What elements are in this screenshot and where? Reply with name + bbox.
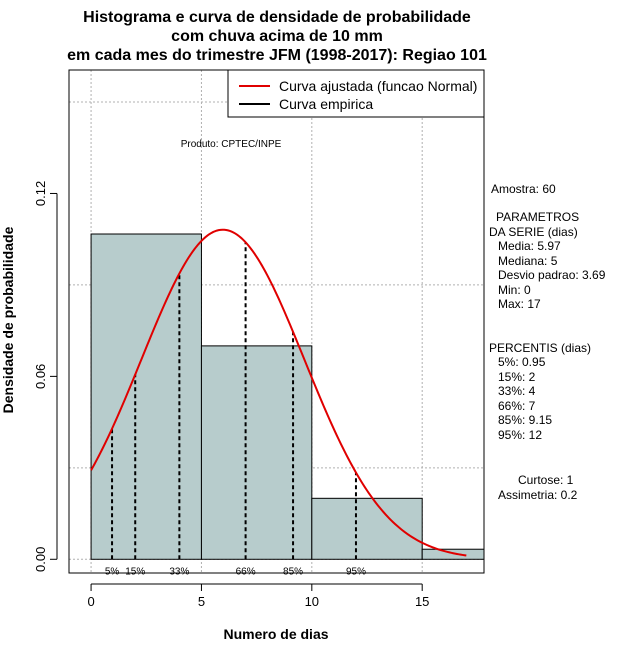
histogram-bar-0 <box>90 233 202 560</box>
percentile-15: 15%: 2 <box>498 370 536 384</box>
percentile-label-3: 66% <box>236 566 256 577</box>
x-tick-label-0: 0 <box>87 594 94 609</box>
percentile-5: 5%: 0.95 <box>498 355 546 369</box>
legend-label-empirical: Curva empirica <box>279 96 373 112</box>
stat-std-dev: Desvio padrao: 3.69 <box>498 268 606 282</box>
histogram-bar-1 <box>200 345 313 560</box>
statistics-panel: Amostra: 60 PARAMETROS DA SERIE (dias) M… <box>489 182 606 502</box>
percentile-66: 66%: 7 <box>498 399 536 413</box>
percentiles-title: PERCENTIS (dias) <box>489 341 591 355</box>
percentile-label-2: 33% <box>169 566 189 577</box>
x-axis: 0 5 10 15 <box>87 583 429 609</box>
histogram-bar-2 <box>311 497 423 560</box>
legend-label-fitted: Curva ajustada (funcao Normal) <box>279 78 477 94</box>
credit-text: Produto: CPTEC/INPE <box>181 139 282 150</box>
parameters-title-1: PARAMETROS <box>496 210 579 224</box>
y-tick-label-0: 0.00 <box>33 547 48 572</box>
stat-mean: Media: 5.97 <box>498 239 561 253</box>
stat-median: Mediana: 5 <box>498 254 558 268</box>
chart-title-line-3: em cada mes do trimestre JFM (1998-2017)… <box>67 47 487 64</box>
stat-max: Max: 17 <box>498 297 541 311</box>
x-tick-label-3: 15 <box>415 594 429 609</box>
percentile-label-1: 15% <box>125 566 145 577</box>
y-axis-title: Densidade de probabilidade <box>0 226 16 413</box>
kurtosis: Curtose: 1 <box>518 473 574 487</box>
percentile-label-4: 85% <box>283 566 303 577</box>
percentile-label-0: 5% <box>105 566 120 577</box>
percentile-33: 33%: 4 <box>498 384 536 398</box>
percentile-label-5: 95% <box>346 566 366 577</box>
x-axis-title: Numero de dias <box>223 626 328 642</box>
chart-title-line-2: com chuva acima de 10 mm <box>171 28 383 45</box>
percentile-85: 85%: 9.15 <box>498 413 552 427</box>
histogram-bar-3 <box>421 548 485 560</box>
percentile-lines-layer <box>111 242 357 560</box>
y-tick-label-2: 0.12 <box>33 181 48 206</box>
bars-layer <box>90 233 485 560</box>
chart-title-line-1: Histograma e curva de densidade de proba… <box>83 9 471 26</box>
stat-min: Min: 0 <box>498 283 531 297</box>
parameters-title-2: DA SERIE (dias) <box>489 225 578 239</box>
x-tick-label-1: 5 <box>198 594 205 609</box>
skewness: Assimetria: 0.2 <box>498 488 578 502</box>
percentile-95: 95%: 12 <box>498 428 542 442</box>
percentile-labels-layer: 5% 15% 33% 66% 85% 95% <box>105 566 366 577</box>
x-tick-label-2: 10 <box>305 594 319 609</box>
sample-size: Amostra: 60 <box>491 182 556 196</box>
legend: Curva ajustada (funcao Normal) Curva emp… <box>227 69 485 118</box>
legend-box <box>227 69 485 118</box>
y-tick-label-1: 0.06 <box>33 364 48 389</box>
fitted-normal-curve <box>90 228 467 557</box>
y-axis: 0.00 0.06 0.12 <box>33 181 58 572</box>
